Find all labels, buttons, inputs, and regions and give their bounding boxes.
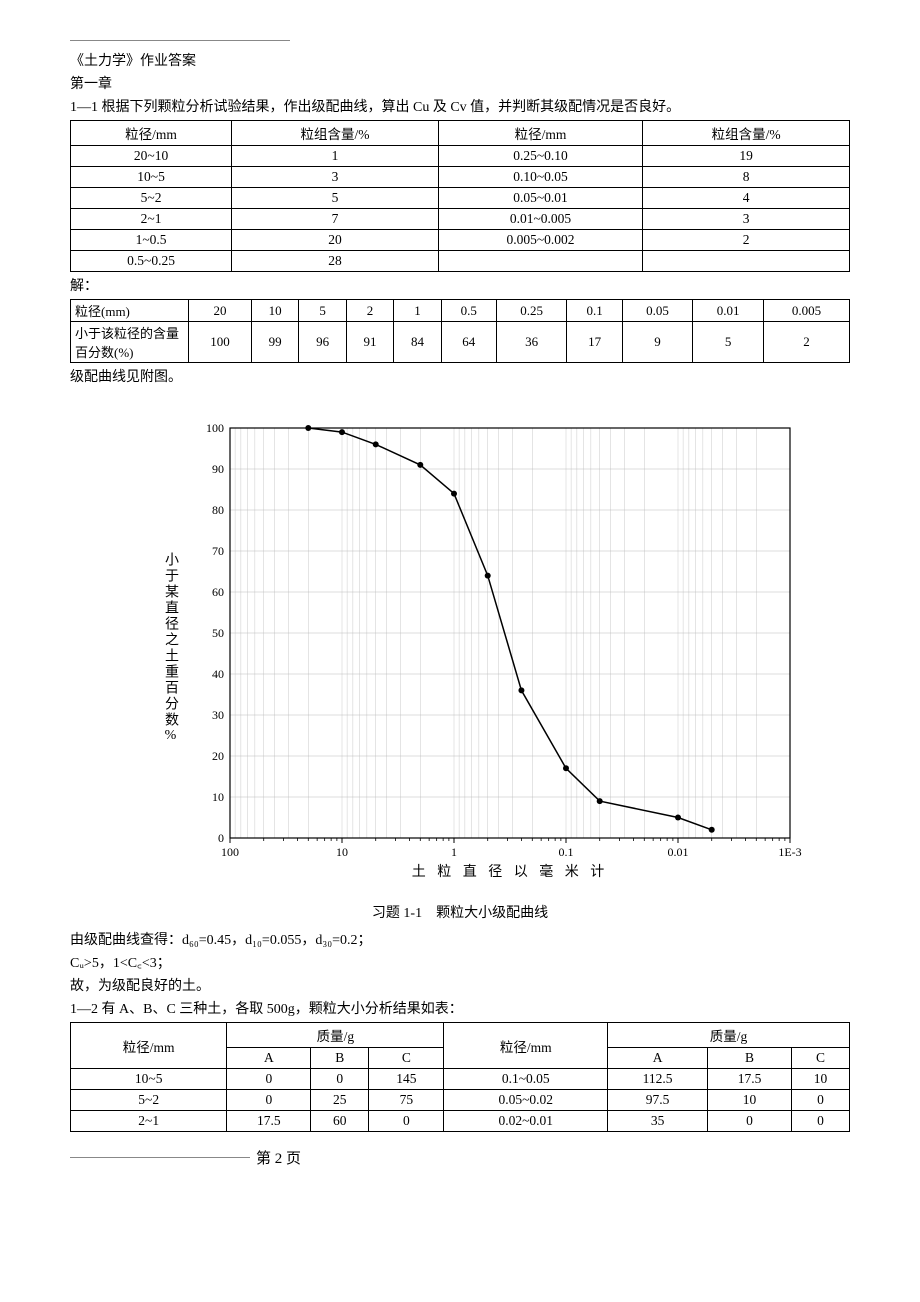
conclusion-cu-cc: Cᵤ>5，1<C꜀<3； — [70, 953, 850, 974]
chart-container: 小于某直径之土重百分数% 010203040506070809010010010… — [160, 418, 850, 878]
svg-text:100: 100 — [206, 421, 224, 435]
svg-text:1: 1 — [451, 845, 457, 859]
doc-title: 《土力学》作业答案 — [70, 51, 850, 72]
svg-text:10: 10 — [212, 790, 224, 804]
svg-text:40: 40 — [212, 667, 224, 681]
q1-text: 1—1 根据下列颗粒分析试验结果，作出级配曲线，算出 Cu 及 Cv 值，并判断… — [70, 97, 850, 118]
page-footer: 第 2 页 — [70, 1147, 850, 1168]
table1: 粒径/mm粒组含量/%粒径/mm粒组含量/% 20~1010.25~0.1019… — [70, 120, 850, 272]
svg-text:80: 80 — [212, 503, 224, 517]
svg-text:50: 50 — [212, 626, 224, 640]
svg-text:0: 0 — [218, 831, 224, 845]
svg-text:0.01: 0.01 — [668, 845, 689, 859]
conclusion-final: 故，为级配良好的土。 — [70, 976, 850, 997]
chart-caption: 习题 1-1 颗粒大小级配曲线 — [70, 903, 850, 924]
chapter-title: 第一章 — [70, 74, 850, 95]
svg-text:90: 90 — [212, 462, 224, 476]
curve-note: 级配曲线见附图。 — [70, 367, 850, 388]
svg-text:60: 60 — [212, 585, 224, 599]
table3: 粒径/mm质量/g粒径/mm质量/gABCABC10~5001450.1~0.0… — [70, 1022, 850, 1132]
chart-ylabel: 小于某直径之土重百分数% — [160, 552, 180, 745]
svg-text:20: 20 — [212, 749, 224, 763]
page-number: 第 2 页 — [256, 1147, 301, 1168]
svg-text:100: 100 — [221, 845, 239, 859]
svg-text:0.1: 0.1 — [559, 845, 574, 859]
svg-text:10: 10 — [336, 845, 348, 859]
svg-text:土 粒 直 径 以 毫 米 计: 土 粒 直 径 以 毫 米 计 — [412, 863, 609, 878]
svg-text:1E-3: 1E-3 — [778, 845, 801, 859]
grading-curve-chart: 0 10 20 30 40 50 60 70 80 90 100 100 10 1 0.1 0.01 1E-3 土… — [190, 418, 820, 878]
conclusion-d-values: 由级配曲线查得：d₆₀=0.45，d₁₀=0.055，d₃₀=0.2； — [70, 930, 850, 951]
svg-text:30: 30 — [212, 708, 224, 722]
solve-label: 解： — [70, 276, 850, 297]
q2-text: 1—2 有 A、B、C 三种土，各取 500g，颗粒大小分析结果如表： — [70, 999, 850, 1020]
table2: 粒径(mm)20105210.50.250.10.050.010.005 小于该… — [70, 299, 850, 363]
top-rule — [70, 40, 290, 43]
svg-text:70: 70 — [212, 544, 224, 558]
